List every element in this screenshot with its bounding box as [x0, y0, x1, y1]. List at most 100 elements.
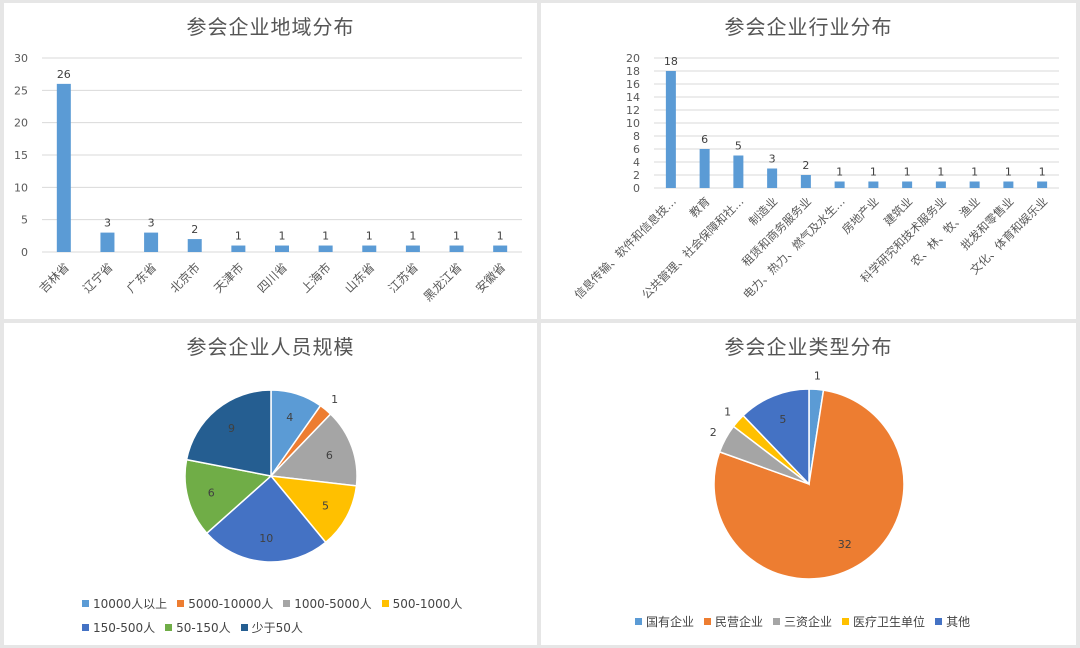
bar [493, 245, 508, 252]
x-tick-label: 江苏省 [386, 260, 421, 295]
pie-slice [269, 412, 358, 487]
data-label: 6 [701, 133, 708, 146]
x-tick-label: 辽宁省 [80, 260, 116, 296]
legend-label: 国有企业 [646, 615, 695, 629]
data-label: 26 [57, 68, 71, 81]
legend-swatch [842, 618, 850, 625]
legend-label: 1000-5000人 [294, 597, 372, 611]
data-label: 4 [286, 411, 293, 424]
bar [144, 232, 159, 252]
legend-item: 1000-5000人 [283, 595, 372, 612]
y-tick-label: 30 [14, 52, 28, 65]
data-label: 5 [779, 413, 786, 426]
data-label: 32 [838, 538, 852, 551]
legend-label: 民营企业 [715, 615, 764, 629]
data-label: 1 [453, 230, 460, 243]
data-label: 1 [1005, 166, 1012, 179]
x-tick-label: 天津市 [210, 260, 246, 296]
legend-item: 150-500人 [82, 619, 155, 636]
bar [665, 71, 676, 188]
legend-swatch [704, 618, 712, 625]
x-tick-label: 广东省 [124, 260, 159, 295]
legend-label: 三资企业 [784, 615, 833, 629]
bar [699, 149, 710, 188]
data-label: 6 [208, 486, 215, 499]
company-type-legend: 国有企业 民营企业 三资企业 医疗卫生单位 其他 [635, 613, 970, 637]
x-tick-label: 吉林省 [37, 260, 72, 295]
legend-swatch [82, 600, 89, 607]
y-tick-label: 4 [633, 156, 640, 169]
y-tick-label: 16 [626, 78, 640, 91]
x-tick-label: 房地产业 [839, 194, 881, 236]
legend-swatch [381, 600, 389, 607]
data-label: 9 [228, 422, 235, 435]
legend-swatch [177, 600, 185, 607]
data-label: 5 [735, 140, 742, 153]
data-label: 1 [971, 166, 978, 179]
x-tick-label: 安徽省 [472, 260, 508, 296]
legend-swatch [283, 600, 291, 607]
legend-row: 国有企业 民营企业 三资企业 医疗卫生单位 其他 [635, 613, 970, 630]
data-label: 5 [322, 500, 329, 513]
y-tick-label: 10 [626, 117, 640, 130]
y-tick-label: 8 [633, 130, 640, 143]
legend-swatch [635, 618, 642, 625]
legend-item: 10000人以上 [82, 595, 167, 612]
data-label: 3 [148, 217, 155, 230]
data-label: 1 [814, 369, 821, 382]
bar [733, 155, 744, 188]
data-label: 3 [769, 153, 776, 166]
legend-item: 少于50人 [240, 619, 303, 636]
bar [1037, 181, 1048, 188]
legend-swatch [935, 618, 943, 625]
legend-swatch [240, 624, 248, 631]
legend-item: 国有企业 [635, 613, 694, 630]
legend-label: 150-500人 [93, 621, 156, 635]
legend-item: 三资企业 [773, 613, 832, 630]
industry-distribution-panel: 参会企业行业分布 0 2 4 6 8 10 12 14 16 18 20 18 信息传输、软件和信息技…… [541, 3, 1076, 319]
bar [231, 245, 246, 252]
region-bar-chart: 0 5 10 15 20 25 30 26 吉林省 3 辽宁省 3 广东省 2 北京市 1 天津市 1 四川省 1 上海… [14, 52, 522, 304]
x-tick-label: 黑龙江省 [421, 260, 465, 304]
data-label: 1 [904, 166, 911, 179]
bar [902, 181, 913, 188]
data-label: 1 [331, 393, 338, 406]
bar [868, 181, 879, 188]
x-tick-label: 教育 [687, 194, 713, 220]
company-type-panel: 参会企业类型分布 1 32 2 1 5 国有企业 民营企业 三资企业 医疗卫生单位 其他 [541, 323, 1076, 645]
legend-label: 少于50人 [251, 621, 303, 635]
region-distribution-panel: 参会企业地域分布 0 5 10 15 20 25 30 26 吉林省 3 辽宁省 3 广东省 2 北京市 1 天… [4, 3, 537, 319]
data-label: 18 [664, 55, 678, 68]
staff-size-panel: 参会企业人员规模 4 1 6 5 10 6 9 10000人以上 5000-10000人 100… [4, 323, 537, 645]
y-tick-label: 25 [14, 84, 28, 97]
y-tick-label: 2 [633, 169, 640, 182]
legend-label: 10000人以上 [93, 597, 168, 611]
bar [449, 245, 464, 252]
y-tick-label: 18 [626, 65, 640, 78]
legend-item: 医疗卫生单位 [842, 613, 925, 630]
bar [362, 245, 377, 252]
pie-slice [185, 389, 272, 477]
legend-label: 医疗卫生单位 [853, 615, 926, 629]
x-tick-label: 山东省 [342, 260, 377, 295]
bar [1003, 181, 1014, 188]
x-tick-label: 北京市 [167, 260, 203, 296]
bar [100, 232, 115, 252]
bar [275, 245, 289, 252]
data-label: 1 [366, 230, 373, 243]
y-tick-label: 0 [21, 246, 28, 259]
pie-slice [269, 475, 358, 544]
bar [187, 239, 202, 252]
legend-label: 50-150人 [176, 621, 231, 635]
legend-swatch [773, 618, 781, 625]
legend-label: 其他 [946, 615, 971, 629]
data-label: 1 [235, 230, 242, 243]
bar [834, 181, 845, 188]
data-label: 1 [497, 230, 504, 243]
y-tick-label: 14 [626, 91, 640, 104]
bar [800, 175, 811, 188]
bar [56, 83, 71, 252]
data-label: 1 [724, 405, 731, 418]
data-label: 3 [104, 217, 111, 230]
